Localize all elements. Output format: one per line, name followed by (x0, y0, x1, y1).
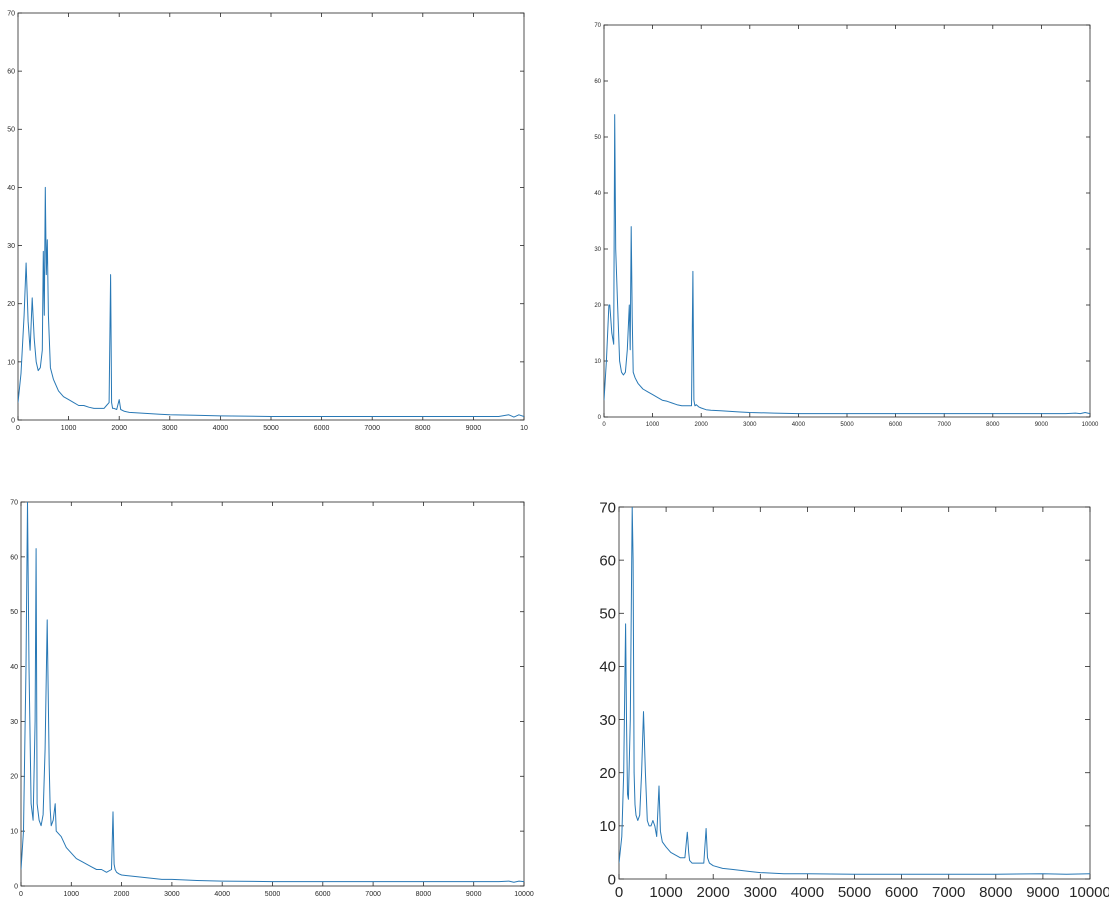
y-tick-label: 50 (594, 135, 601, 141)
x-tick-label: 10000 (514, 891, 534, 898)
y-tick-label: 60 (7, 69, 15, 76)
chart-panel-1: 0 1000 2000 3000 4000 5000 6000 7000 8000 9000 10 0… (7, 10, 528, 432)
x-tick-label: 8000 (979, 884, 1012, 899)
y-tick-label: 50 (599, 606, 616, 623)
y-tick-label: 30 (7, 243, 15, 250)
y-tick-label: 10 (599, 818, 616, 835)
x-tick-label: 0 (19, 891, 23, 898)
x-tick-label: 3000 (164, 891, 180, 898)
x-tick-label: 1000 (64, 891, 80, 898)
axes-box (603, 24, 1091, 418)
x-tick-label: 4000 (792, 422, 806, 428)
x-tick-label: 10000 (1082, 422, 1099, 428)
x-tick-label: 4000 (213, 425, 229, 432)
series-line (604, 114, 1090, 415)
axes-box (20, 501, 525, 887)
x-tick-label: 9000 (466, 891, 482, 898)
x-tick-label: 6000 (315, 891, 331, 898)
y-tick-label: 0 (11, 417, 15, 424)
y-tick-label: 30 (594, 247, 601, 253)
y-tick-label: 0 (14, 883, 18, 890)
x-tick-label: 6000 (314, 425, 330, 432)
x-tick-label: 2000 (111, 425, 127, 432)
series-line (21, 502, 524, 883)
x-tick-label: 0 (615, 884, 623, 899)
x-tick-label: 8000 (416, 891, 432, 898)
chart-panel-3: 0 1000 2000 3000 4000 5000 6000 7000 8000 9000 100… (10, 499, 534, 898)
x-tick-label: 0 (602, 422, 606, 428)
x-tick-label: 6000 (885, 884, 918, 899)
x-tick-label: 10 (520, 425, 528, 432)
y-tick-label: 10 (7, 359, 15, 366)
x-tick-label: 2000 (697, 884, 730, 899)
y-tick-label: 0 (598, 415, 602, 421)
x-tick-label: 0 (16, 425, 20, 432)
x-tick-label: 3000 (162, 425, 178, 432)
y-tick-label: 50 (7, 127, 15, 134)
x-tick-label: 9000 (1026, 884, 1059, 899)
series-line (18, 186, 524, 418)
y-tick-label: 40 (594, 191, 601, 197)
y-tick-label: 40 (7, 185, 15, 192)
y-tick-label: 30 (10, 719, 18, 726)
x-tick-label: 2000 (695, 422, 709, 428)
y-tick-label: 70 (594, 23, 601, 29)
x-tick-label: 4000 (214, 891, 230, 898)
y-tick-label: 40 (10, 664, 18, 671)
x-tick-label: 2000 (114, 891, 130, 898)
x-tick-label: 7000 (932, 884, 965, 899)
x-tick-label: 7000 (938, 422, 952, 428)
y-tick-label: 70 (7, 10, 15, 17)
y-tick-label: 50 (10, 609, 18, 616)
x-tick-label: 10000 (1069, 884, 1109, 899)
x-tick-label: 8000 (415, 425, 431, 432)
y-tick-label: 20 (599, 765, 616, 782)
x-tick-label: 6000 (889, 422, 903, 428)
y-tick-label: 30 (599, 712, 616, 729)
y-tick-label: 40 (599, 659, 616, 676)
x-tick-label: 5000 (838, 884, 871, 899)
axes-box (618, 506, 1091, 880)
y-tick-label: 70 (10, 499, 18, 506)
y-tick-label: 70 (599, 499, 616, 516)
x-tick-label: 5000 (265, 891, 281, 898)
x-tick-label: 1000 (649, 884, 682, 899)
x-tick-label: 3000 (744, 884, 777, 899)
x-tick-label: 1000 (646, 422, 660, 428)
x-tick-label: 7000 (364, 425, 380, 432)
x-tick-label: 9000 (466, 425, 482, 432)
x-tick-label: 4000 (791, 884, 824, 899)
y-tick-label: 60 (10, 554, 18, 561)
x-tick-label: 7000 (365, 891, 381, 898)
y-tick-label: 60 (599, 552, 616, 569)
series-line (619, 507, 1090, 875)
y-tick-label: 20 (7, 301, 15, 308)
x-tick-label: 3000 (743, 422, 757, 428)
x-tick-label: 5000 (840, 422, 854, 428)
x-tick-label: 1000 (61, 425, 77, 432)
x-tick-label: 5000 (263, 425, 279, 432)
y-tick-label: 20 (594, 303, 601, 309)
axes-box (17, 12, 525, 421)
chart-panel-4: 0 1000 2000 3000 4000 5000 6000 7000 8000 9000 100… (599, 499, 1109, 899)
x-tick-label: 9000 (1035, 422, 1049, 428)
y-tick-label: 60 (594, 79, 601, 85)
y-tick-label: 10 (594, 359, 601, 365)
y-tick-label: 10 (10, 829, 18, 836)
x-tick-label: 8000 (986, 422, 1000, 428)
y-tick-label: 0 (608, 871, 616, 888)
y-tick-label: 20 (10, 774, 18, 781)
chart-panel-2: 0 1000 2000 3000 4000 5000 6000 7000 8000 9000 100… (594, 23, 1099, 428)
